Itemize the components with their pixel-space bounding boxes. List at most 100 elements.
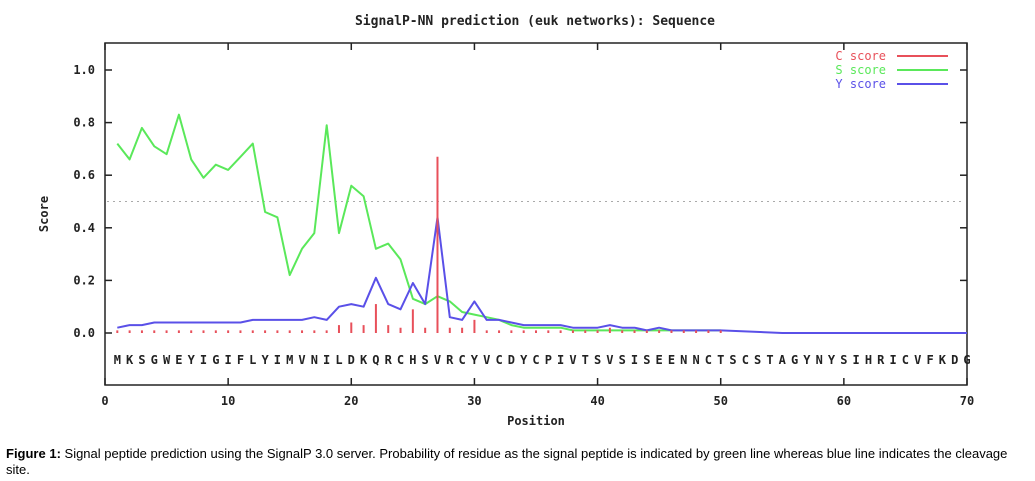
residue-label: F [926, 353, 933, 367]
residue-label: A [779, 353, 787, 367]
x-tick-label: 20 [344, 394, 358, 408]
y-score-line [117, 216, 967, 334]
residue-label: G [963, 353, 970, 367]
y-axis-label: Score [37, 196, 51, 232]
chart-title: SignalP-NN prediction (euk networks): Se… [355, 14, 715, 29]
residue-label: E [175, 353, 182, 367]
residue-label: V [914, 353, 921, 367]
residue-label: I [889, 353, 896, 367]
residue-label: Y [188, 353, 196, 367]
residue-label: I [225, 353, 232, 367]
residue-label: V [606, 353, 613, 367]
residue-label: S [643, 353, 650, 367]
residue-label: C [902, 353, 909, 367]
residue-label: Y [803, 353, 811, 367]
residue-label: C [397, 353, 404, 367]
residue-label: M [114, 353, 121, 367]
residue-label: N [311, 353, 318, 367]
residue-label: G [151, 353, 158, 367]
residue-label: V [569, 353, 576, 367]
x-axis: 0 10 20 30 40 50 60 70 [101, 43, 974, 408]
residue-label: Y [261, 353, 269, 367]
residue-label: S [619, 353, 626, 367]
residue-label: W [163, 353, 171, 367]
residue-label: V [298, 353, 305, 367]
residue-label: Y [828, 353, 836, 367]
y-tick-label: 0.8 [73, 116, 95, 130]
residue-label: L [335, 353, 342, 367]
residue-label: K [360, 353, 368, 367]
residue-label: I [853, 353, 860, 367]
residue-label: N [816, 353, 823, 367]
x-tick-label: 40 [590, 394, 604, 408]
y-tick-label: 1.0 [73, 63, 95, 77]
residue-label: Q [372, 353, 379, 367]
residue-label: K [939, 353, 947, 367]
residue-label: C [458, 353, 465, 367]
residue-label: N [680, 353, 687, 367]
residue-label: T [766, 353, 773, 367]
x-tick-label: 70 [960, 394, 974, 408]
series-layer [116, 113, 967, 334]
residue-label: G [212, 353, 219, 367]
residue-label: S [754, 353, 761, 367]
residue-label: Y [471, 353, 479, 367]
residue-label: K [126, 353, 134, 367]
residue-label: Y [520, 353, 528, 367]
residue-label: E [668, 353, 675, 367]
residue-label: M [286, 353, 293, 367]
residue-label: D [348, 353, 355, 367]
x-tick-label: 10 [221, 394, 235, 408]
x-tick-label: 60 [837, 394, 851, 408]
legend-label: S score [835, 63, 886, 77]
residue-label: P [545, 353, 552, 367]
residue-label: I [200, 353, 207, 367]
residue-label: T [582, 353, 589, 367]
residue-label: N [692, 353, 699, 367]
residue-label: F [237, 353, 244, 367]
s-score-line [116, 113, 721, 332]
residue-label: C [705, 353, 712, 367]
residue-label: V [434, 353, 441, 367]
residue-label: R [877, 353, 885, 367]
y-tick-label: 0.0 [73, 326, 95, 340]
x-tick-label: 0 [101, 394, 108, 408]
y-tick-label: 0.2 [73, 273, 95, 287]
x-axis-label: Position [507, 414, 565, 428]
residue-label: E [656, 353, 663, 367]
residue-label: S [594, 353, 601, 367]
legend-label: C score [835, 49, 886, 63]
residue-label: C [742, 353, 749, 367]
residue-label: D [951, 353, 958, 367]
x-tick-label: 50 [713, 394, 727, 408]
residue-label: I [274, 353, 281, 367]
residue-label: R [385, 353, 393, 367]
residue-label: G [791, 353, 798, 367]
caption-text: Signal peptide prediction using the Sign… [6, 446, 1008, 477]
residue-label: S [729, 353, 736, 367]
residue-label: H [865, 353, 872, 367]
residue-label: V [483, 353, 490, 367]
residue-label: H [409, 353, 416, 367]
plot-frame [104, 42, 968, 386]
residue-label: I [557, 353, 564, 367]
residue-label: L [249, 353, 256, 367]
residue-label: R [446, 353, 454, 367]
residue-label: C [495, 353, 502, 367]
residue-label: I [631, 353, 638, 367]
residue-label: S [422, 353, 429, 367]
residue-label: C [532, 353, 539, 367]
x-tick-label: 30 [467, 394, 481, 408]
residue-label: T [717, 353, 724, 367]
residue-label: D [508, 353, 515, 367]
y-tick-label: 0.4 [73, 221, 95, 235]
legend-label: Y score [835, 77, 886, 91]
residue-label: S [138, 353, 145, 367]
figure-caption: Figure 1: Signal peptide prediction usin… [6, 446, 1032, 478]
caption-label: Figure 1: [6, 446, 61, 461]
residue-label: S [840, 353, 847, 367]
y-axis: 0.0 0.2 0.4 0.6 0.8 1.0 [73, 63, 967, 340]
residue-label: I [323, 353, 330, 367]
